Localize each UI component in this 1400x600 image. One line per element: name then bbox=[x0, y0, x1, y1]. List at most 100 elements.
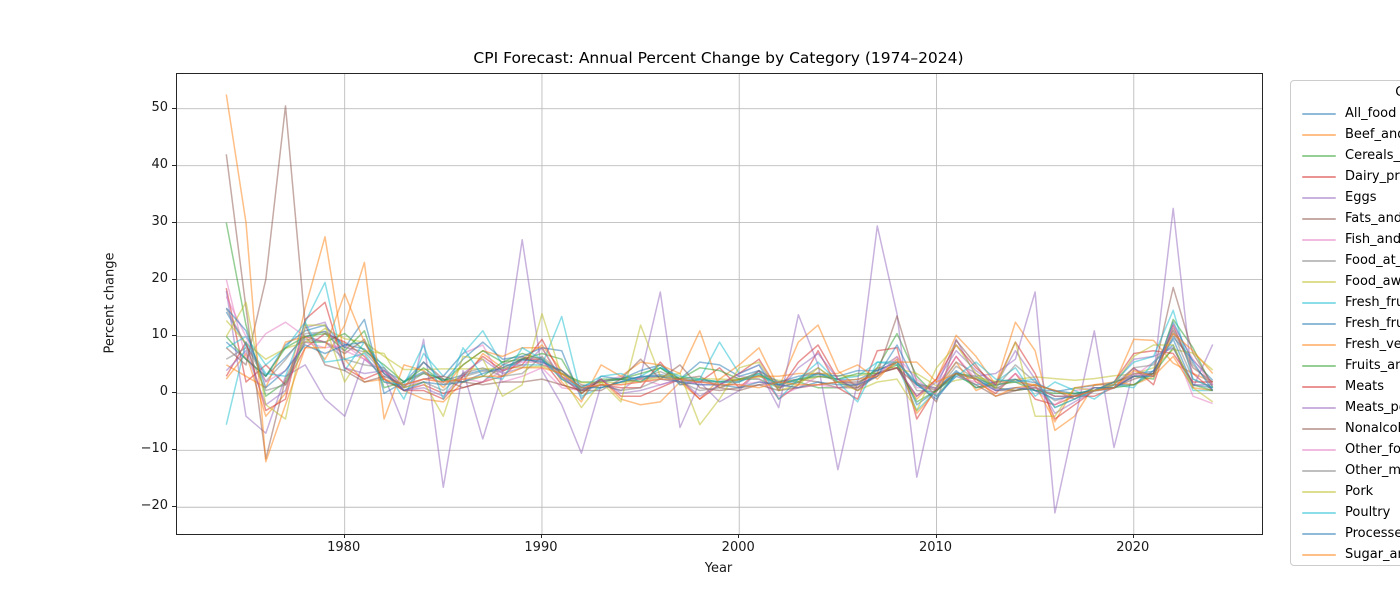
legend-label: Processed_fruits_and_vegetables bbox=[1345, 526, 1400, 541]
legend-box: Category All_food Beef_and_veal Cereals_an… bbox=[1290, 80, 1400, 566]
x-tick-label: 2000 bbox=[721, 540, 755, 555]
legend-item-Cereals_and_bakery_products: Cereals_and_bakery_products bbox=[1291, 145, 1400, 166]
legend-label: Fresh_vegetables bbox=[1345, 337, 1400, 352]
x-tick-mark bbox=[935, 534, 937, 538]
legend-items: All_food Beef_and_veal Cereals_and_bakery_… bbox=[1291, 103, 1400, 565]
legend-item-Food_at_home: Food_at_home bbox=[1291, 250, 1400, 271]
x-tick-mark bbox=[738, 534, 740, 538]
legend-line-swatch bbox=[1302, 238, 1336, 241]
legend-line-swatch bbox=[1302, 364, 1336, 367]
legend-item-Food_away_from_home: Food_away_from_home bbox=[1291, 271, 1400, 292]
plot-area bbox=[176, 73, 1263, 535]
legend-line-swatch bbox=[1302, 490, 1336, 493]
legend-line-swatch bbox=[1302, 259, 1336, 262]
legend-item-Fresh_fruits_and_vegetables: Fresh_fruits_and_vegetables bbox=[1291, 313, 1400, 334]
chart-canvas bbox=[177, 74, 1262, 534]
y-tick-label: 0 bbox=[159, 384, 168, 400]
legend-item-Eggs: Eggs bbox=[1291, 187, 1400, 208]
legend-label: Cereals_and_bakery_products bbox=[1345, 148, 1400, 163]
y-tick-mark bbox=[172, 392, 176, 394]
legend-line-swatch bbox=[1302, 448, 1336, 451]
legend-item-Sugar_and_sweets: Sugar_and_sweets bbox=[1291, 544, 1400, 565]
x-tick-label: 1980 bbox=[327, 540, 361, 555]
legend-label: Eggs bbox=[1345, 190, 1377, 205]
legend-label: Sugar_and_sweets bbox=[1345, 547, 1400, 562]
legend-label: Meats bbox=[1345, 379, 1385, 394]
x-tick-mark bbox=[343, 534, 345, 538]
legend-item-Beef_and_veal: Beef_and_veal bbox=[1291, 124, 1400, 145]
legend-label: Pork bbox=[1345, 484, 1374, 499]
y-tick-mark bbox=[172, 335, 176, 337]
legend-item-Pork: Pork bbox=[1291, 481, 1400, 502]
legend-label: Fish_and_seafood bbox=[1345, 232, 1400, 247]
legend-label: Nonalcoholic_beverages bbox=[1345, 421, 1400, 436]
chart-line-Pork bbox=[225, 301, 1214, 426]
chart-title: CPI Forecast: Annual Percent Change by C… bbox=[473, 49, 964, 67]
legend-label: Beef_and_veal bbox=[1345, 127, 1400, 142]
legend-item-Fish_and_seafood: Fish_and_seafood bbox=[1291, 229, 1400, 250]
legend-item-Fresh_vegetables: Fresh_vegetables bbox=[1291, 334, 1400, 355]
chart-line-Fats_and_oils bbox=[225, 154, 1214, 460]
legend-item-All_food: All_food bbox=[1291, 103, 1400, 124]
legend-label: Fruits_and_vegetables bbox=[1345, 358, 1400, 373]
y-tick-mark bbox=[172, 449, 176, 451]
y-tick-label: 50 bbox=[151, 99, 168, 115]
legend-label: Dairy_products bbox=[1345, 169, 1400, 184]
y-tick-mark bbox=[172, 278, 176, 280]
legend-line-swatch bbox=[1302, 385, 1336, 388]
legend-line-swatch bbox=[1302, 343, 1336, 346]
legend-label: Food_at_home bbox=[1345, 253, 1400, 268]
y-tick-label: 30 bbox=[151, 213, 168, 229]
chart-line-Sugar_and_sweets bbox=[225, 94, 1214, 463]
y-tick-mark bbox=[172, 221, 176, 223]
y-tick-label: −10 bbox=[140, 441, 168, 457]
y-tick-label: 20 bbox=[151, 270, 168, 286]
legend-item-Meats: Meats bbox=[1291, 376, 1400, 397]
legend-line-swatch bbox=[1302, 280, 1336, 283]
y-tick-label: 10 bbox=[151, 327, 168, 343]
legend-item-Other_foods: Other_foods bbox=[1291, 439, 1400, 460]
legend-line-swatch bbox=[1302, 301, 1336, 304]
legend-line-swatch bbox=[1302, 112, 1336, 115]
legend-line-swatch bbox=[1302, 511, 1336, 514]
legend-label: Other_meats bbox=[1345, 463, 1400, 478]
legend-item-Meats_poultry_and_fish: Meats_poultry_and_fish bbox=[1291, 397, 1400, 418]
legend-line-swatch bbox=[1302, 532, 1336, 535]
legend-label: All_food bbox=[1345, 106, 1397, 121]
legend-label: Other_foods bbox=[1345, 442, 1400, 457]
legend-label: Fats_and_oils bbox=[1345, 211, 1400, 226]
legend-line-swatch bbox=[1302, 427, 1336, 430]
x-axis-label: Year bbox=[704, 561, 733, 576]
x-tick-label: 2020 bbox=[1116, 540, 1150, 555]
chart-line-Fruits_and_vegetables bbox=[225, 330, 1213, 403]
chart-line-Fresh_fruits_and_vegetables bbox=[225, 318, 1213, 406]
legend-item-Other_meats: Other_meats bbox=[1291, 460, 1400, 481]
legend-line-swatch bbox=[1302, 154, 1336, 157]
x-tick-label: 2010 bbox=[918, 540, 953, 555]
chart-line-Food_away_from_home bbox=[225, 320, 1214, 387]
legend-line-swatch bbox=[1302, 469, 1336, 472]
legend-line-swatch bbox=[1302, 133, 1336, 136]
legend-item-Nonalcoholic_beverages: Nonalcoholic_beverages bbox=[1291, 418, 1400, 439]
x-tick-mark bbox=[1132, 534, 1134, 538]
legend-item-Fats_and_oils: Fats_and_oils bbox=[1291, 208, 1400, 229]
chart-line-Poultry bbox=[225, 309, 1214, 425]
legend-label: Poultry bbox=[1345, 505, 1391, 520]
legend-line-swatch bbox=[1302, 406, 1336, 409]
legend-label: Fresh_fruits_and_vegetables bbox=[1345, 316, 1400, 331]
legend-line-swatch bbox=[1302, 553, 1336, 556]
legend-item-Poultry: Poultry bbox=[1291, 502, 1400, 523]
legend-label: Meats_poultry_and_fish bbox=[1345, 400, 1400, 415]
chart-line-Eggs bbox=[225, 207, 1214, 514]
legend-line-swatch bbox=[1302, 217, 1336, 220]
legend-item-Fruits_and_vegetables: Fruits_and_vegetables bbox=[1291, 355, 1400, 376]
legend-label: Fresh_fruits bbox=[1345, 295, 1400, 310]
x-tick-mark bbox=[540, 534, 542, 538]
legend-line-swatch bbox=[1302, 175, 1336, 178]
legend-title: Category bbox=[1395, 85, 1400, 100]
y-tick-label: −20 bbox=[140, 498, 168, 514]
y-tick-mark bbox=[172, 164, 176, 166]
x-tick-label: 1990 bbox=[524, 540, 558, 555]
y-tick-mark bbox=[172, 107, 176, 109]
